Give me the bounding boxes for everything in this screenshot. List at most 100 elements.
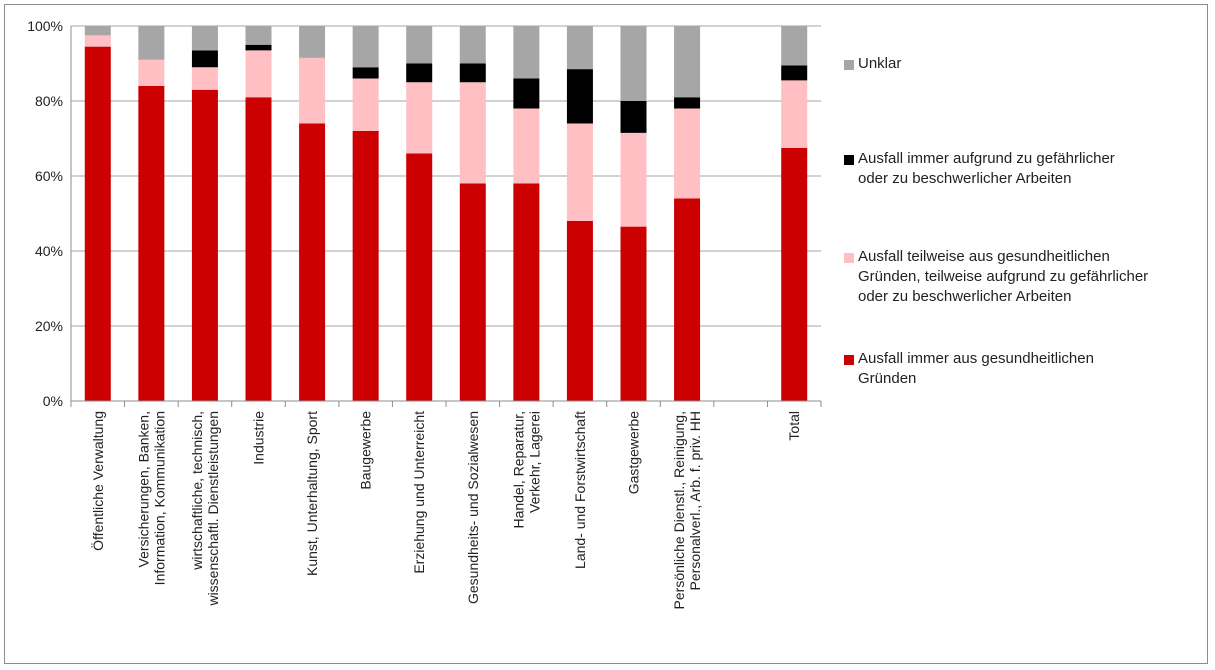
bar-segment-1-1 (138, 59, 165, 86)
x-category-label-line: Erziehung und Unterreicht (411, 411, 427, 574)
x-category-label-2: wirtschaftliche, technisch,wissenschaftl… (189, 411, 221, 607)
x-category-label-line: Öffentliche Verwaltung (89, 411, 106, 551)
bar-segment-3-2 (245, 44, 272, 51)
bar-segment-13-3 (781, 26, 808, 66)
x-category-label-line: Kunst, Unterhaltung, Sport (304, 411, 320, 576)
bar-segment-11-0 (674, 198, 701, 401)
x-category-label-line: Handel, Reparatur, (510, 411, 526, 529)
legend: Unklar Ausfall immer aufgrund zu gefährl… (844, 5, 1214, 425)
x-category-label-5: Baugewerbe (358, 411, 374, 490)
bar-segment-6-2 (406, 63, 433, 83)
bar-segment-8-0 (513, 183, 540, 401)
x-category-label-7: Gesundheits- und Sozialwesen (465, 411, 481, 604)
bar-segment-13-0 (781, 147, 808, 401)
x-category-label-line: Total (786, 411, 802, 441)
legend-swatch-gesundheitlich (844, 355, 854, 365)
x-category-label-line: wissenschaftl. Dienstleistungen (205, 411, 221, 607)
legend-label-gesundheitlich: Ausfall immer aus gesundheitlichen Gründ… (858, 350, 1094, 387)
bar-segment-10-1 (620, 132, 647, 227)
legend-swatch-unklar (844, 60, 854, 70)
bar-segment-7-3 (459, 26, 486, 64)
bar-segment-4-0 (299, 123, 326, 401)
x-category-label-1: Versicherungen, Banken,Information, Komm… (135, 411, 167, 585)
legend-item-unklar: Unklar (844, 54, 901, 74)
x-category-label-10: Gastgewerbe (626, 411, 642, 494)
bar-segment-8-1 (513, 108, 540, 184)
bar-segment-11-3 (674, 26, 701, 98)
x-category-label-line: Personalverl., Arb. f. priv. HH (687, 411, 703, 590)
bar-segment-9-2 (566, 69, 593, 124)
bar-segment-11-1 (674, 108, 701, 199)
legend-swatch-gefaehrlich (844, 155, 854, 165)
bar-segment-0-0 (84, 46, 111, 401)
stacked-bar-chart: 0% 20% 40% 60% 80% 100% Öffentliche Verwaltung… (27, 18, 822, 609)
x-category-label-line: wirtschaftliche, technisch, (189, 411, 205, 571)
bar-segment-2-1 (191, 67, 218, 90)
x-category-label-line: Verkehr, Lagerei (526, 411, 542, 513)
x-category-label-3: Industrie (251, 411, 267, 465)
bar-segment-6-0 (406, 153, 433, 401)
y-tick-label-80: 80% (35, 93, 63, 109)
bar-segment-5-1 (352, 78, 379, 131)
bar-segment-0-1 (84, 35, 111, 47)
bar-segment-0-3 (84, 26, 111, 36)
bar-segment-7-0 (459, 183, 486, 401)
bar-segment-7-2 (459, 63, 486, 83)
legend-item-gefaehrlich: Ausfall immer aufgrund zu gefährlicher o… (844, 149, 1115, 189)
legend-item-teilweise: Ausfall teilweise aus gesundheitlichen G… (844, 247, 1148, 307)
bar-segment-6-1 (406, 82, 433, 154)
y-tick-label-100: 100% (27, 18, 63, 34)
bar-segment-2-0 (191, 89, 218, 401)
x-category-label-11: Persönliche Dienstl., Reinigung,Personal… (671, 411, 703, 609)
y-tick-label-40: 40% (35, 243, 63, 259)
bar-segment-13-2 (781, 65, 808, 81)
x-category-label-line: Land- und Forstwirtschaft (572, 411, 588, 569)
bar-segment-5-3 (352, 26, 379, 68)
x-category-label-line: Gesundheits- und Sozialwesen (465, 411, 481, 604)
bar-segment-1-3 (138, 26, 165, 60)
y-tick-label-0: 0% (43, 393, 63, 409)
bar-segment-5-0 (352, 131, 379, 401)
bar-segment-4-3 (299, 26, 326, 58)
bar-segment-10-2 (620, 101, 647, 133)
legend-swatch-teilweise (844, 253, 854, 263)
x-category-label-line: Information, Kommunikation (151, 411, 167, 585)
bar-segment-3-3 (245, 26, 272, 45)
y-tick-label-60: 60% (35, 168, 63, 184)
bar-segment-10-0 (620, 226, 647, 401)
x-category-label-line: Versicherungen, Banken, (135, 411, 151, 567)
chart-frame: 0% 20% 40% 60% 80% 100% Öffentliche Verwaltung… (4, 4, 1208, 664)
bar-segment-10-3 (620, 26, 647, 101)
bar-segment-9-1 (566, 123, 593, 221)
bar-segment-1-0 (138, 86, 165, 401)
bar-segment-2-2 (191, 50, 218, 68)
x-category-label-line: Gastgewerbe (626, 411, 642, 494)
bar-segment-4-1 (299, 57, 326, 124)
bar-segment-8-2 (513, 78, 540, 109)
x-category-label-13: Total (786, 411, 802, 441)
bar-segment-2-3 (191, 26, 218, 51)
legend-label-teilweise: Ausfall teilweise aus gesundheitlichen G… (858, 248, 1149, 305)
legend-label-unklar: Unklar (858, 55, 902, 72)
x-category-label-6: Erziehung und Unterreicht (411, 411, 427, 574)
legend-label-gefaehrlich: Ausfall immer aufgrund zu gefährlicher o… (858, 150, 1115, 187)
bar-segment-11-2 (674, 97, 701, 109)
bar-segment-7-1 (459, 82, 486, 184)
legend-item-gesundheitlich: Ausfall immer aus gesundheitlichen Gründ… (844, 349, 1094, 389)
bar-segment-9-0 (566, 221, 593, 401)
bar-segment-13-1 (781, 80, 808, 148)
x-category-label-4: Kunst, Unterhaltung, Sport (304, 411, 320, 576)
bar-segment-8-3 (513, 26, 540, 79)
x-category-label-9: Land- und Forstwirtschaft (572, 411, 588, 569)
x-category-label-line: Industrie (251, 411, 267, 465)
x-category-label-0: Öffentliche Verwaltung (89, 411, 106, 551)
bar-segment-3-0 (245, 97, 272, 401)
y-tick-label-20: 20% (35, 318, 63, 334)
bar-segment-5-2 (352, 67, 379, 79)
x-category-label-8: Handel, Reparatur,Verkehr, Lagerei (510, 411, 542, 529)
bar-segment-6-3 (406, 26, 433, 64)
x-category-label-line: Persönliche Dienstl., Reinigung, (671, 411, 687, 609)
bar-segment-3-1 (245, 50, 272, 98)
bar-segment-9-3 (566, 26, 593, 70)
x-category-label-line: Baugewerbe (358, 411, 374, 490)
